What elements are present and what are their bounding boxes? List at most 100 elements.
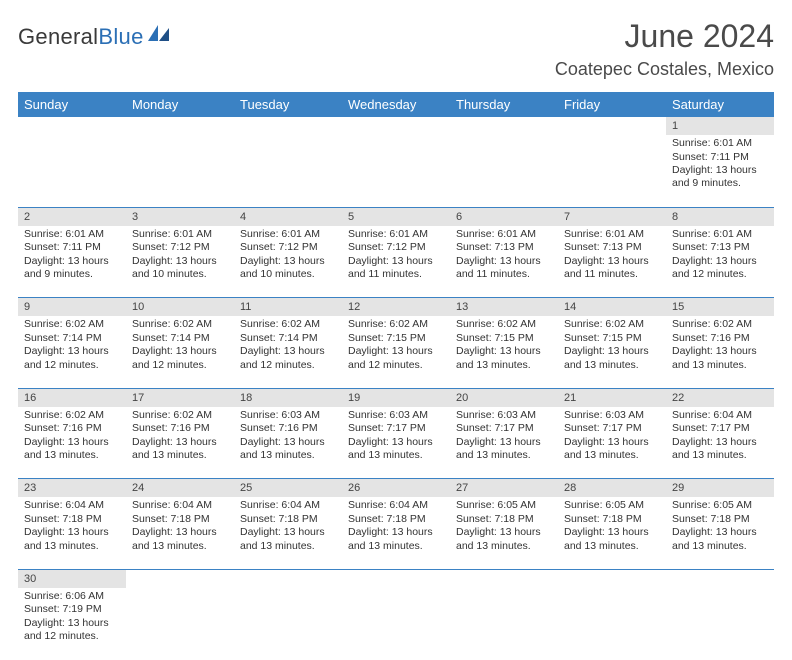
- day-content: Sunrise: 6:02 AMSunset: 7:14 PMDaylight:…: [132, 318, 228, 372]
- d1-text: Daylight: 13 hours: [456, 526, 552, 539]
- day-cell: Sunrise: 6:04 AMSunset: 7:18 PMDaylight:…: [234, 497, 342, 569]
- day-cell: [342, 588, 450, 660]
- d1-text: Daylight: 13 hours: [456, 255, 552, 268]
- d1-text: Daylight: 13 hours: [240, 345, 336, 358]
- day-cell: Sunrise: 6:06 AMSunset: 7:19 PMDaylight:…: [18, 588, 126, 660]
- d2-text: and 13 minutes.: [24, 540, 120, 553]
- day-cell: Sunrise: 6:01 AMSunset: 7:11 PMDaylight:…: [18, 226, 126, 298]
- day-number-cell: 7: [558, 207, 666, 226]
- sunset-text: Sunset: 7:18 PM: [132, 513, 228, 526]
- day-body-row: Sunrise: 6:01 AMSunset: 7:11 PMDaylight:…: [18, 135, 774, 207]
- sunset-text: Sunset: 7:18 PM: [456, 513, 552, 526]
- day-content: Sunrise: 6:01 AMSunset: 7:12 PMDaylight:…: [240, 228, 336, 282]
- sunset-text: Sunset: 7:16 PM: [24, 422, 120, 435]
- sunset-text: Sunset: 7:11 PM: [672, 151, 768, 164]
- day-number-cell: 4: [234, 207, 342, 226]
- day-header-row: SundayMondayTuesdayWednesdayThursdayFrid…: [18, 92, 774, 117]
- day-cell: Sunrise: 6:02 AMSunset: 7:16 PMDaylight:…: [666, 316, 774, 388]
- d1-text: Daylight: 13 hours: [672, 345, 768, 358]
- day-content: Sunrise: 6:01 AMSunset: 7:11 PMDaylight:…: [672, 137, 768, 191]
- d2-text: and 11 minutes.: [564, 268, 660, 281]
- sunrise-text: Sunrise: 6:01 AM: [672, 228, 768, 241]
- daynum-row: 30: [18, 569, 774, 588]
- day-cell: Sunrise: 6:02 AMSunset: 7:15 PMDaylight:…: [558, 316, 666, 388]
- day-header: Monday: [126, 92, 234, 117]
- sunrise-text: Sunrise: 6:04 AM: [132, 499, 228, 512]
- sunrise-text: Sunrise: 6:04 AM: [240, 499, 336, 512]
- day-body-row: Sunrise: 6:01 AMSunset: 7:11 PMDaylight:…: [18, 226, 774, 298]
- day-content: Sunrise: 6:05 AMSunset: 7:18 PMDaylight:…: [564, 499, 660, 553]
- d1-text: Daylight: 13 hours: [24, 345, 120, 358]
- day-cell: Sunrise: 6:02 AMSunset: 7:16 PMDaylight:…: [126, 407, 234, 479]
- sunset-text: Sunset: 7:19 PM: [24, 603, 120, 616]
- day-cell: Sunrise: 6:02 AMSunset: 7:15 PMDaylight:…: [450, 316, 558, 388]
- sunset-text: Sunset: 7:12 PM: [348, 241, 444, 254]
- sunrise-text: Sunrise: 6:05 AM: [456, 499, 552, 512]
- day-cell: Sunrise: 6:03 AMSunset: 7:16 PMDaylight:…: [234, 407, 342, 479]
- day-body-row: Sunrise: 6:02 AMSunset: 7:14 PMDaylight:…: [18, 316, 774, 388]
- day-cell: Sunrise: 6:04 AMSunset: 7:17 PMDaylight:…: [666, 407, 774, 479]
- sunrise-text: Sunrise: 6:03 AM: [240, 409, 336, 422]
- day-number-cell: [450, 117, 558, 135]
- sunset-text: Sunset: 7:18 PM: [24, 513, 120, 526]
- d2-text: and 9 minutes.: [24, 268, 120, 281]
- day-header: Tuesday: [234, 92, 342, 117]
- header: GeneralBlue June 2024 Coatepec Costales,…: [18, 18, 774, 80]
- day-number-cell: 15: [666, 298, 774, 317]
- day-number-cell: 13: [450, 298, 558, 317]
- day-cell: [450, 588, 558, 660]
- day-cell: [450, 135, 558, 207]
- sunrise-text: Sunrise: 6:01 AM: [564, 228, 660, 241]
- day-cell: [558, 135, 666, 207]
- day-cell: [666, 588, 774, 660]
- logo-word-a: General: [18, 24, 98, 49]
- d2-text: and 12 minutes.: [348, 359, 444, 372]
- calendar-table: SundayMondayTuesdayWednesdayThursdayFrid…: [18, 92, 774, 660]
- day-content: Sunrise: 6:03 AMSunset: 7:17 PMDaylight:…: [564, 409, 660, 463]
- day-cell: Sunrise: 6:01 AMSunset: 7:12 PMDaylight:…: [342, 226, 450, 298]
- sunrise-text: Sunrise: 6:03 AM: [348, 409, 444, 422]
- d2-text: and 12 minutes.: [240, 359, 336, 372]
- sunset-text: Sunset: 7:17 PM: [672, 422, 768, 435]
- d2-text: and 13 minutes.: [672, 359, 768, 372]
- day-cell: Sunrise: 6:03 AMSunset: 7:17 PMDaylight:…: [450, 407, 558, 479]
- day-number-cell: [234, 117, 342, 135]
- sunrise-text: Sunrise: 6:01 AM: [672, 137, 768, 150]
- d1-text: Daylight: 13 hours: [132, 436, 228, 449]
- day-cell: Sunrise: 6:04 AMSunset: 7:18 PMDaylight:…: [18, 497, 126, 569]
- sunrise-text: Sunrise: 6:02 AM: [24, 409, 120, 422]
- d1-text: Daylight: 13 hours: [564, 345, 660, 358]
- day-body-row: Sunrise: 6:04 AMSunset: 7:18 PMDaylight:…: [18, 497, 774, 569]
- d2-text: and 12 minutes.: [24, 630, 120, 643]
- sunset-text: Sunset: 7:17 PM: [348, 422, 444, 435]
- day-number-cell: [234, 569, 342, 588]
- d1-text: Daylight: 13 hours: [672, 436, 768, 449]
- day-number-cell: [126, 569, 234, 588]
- day-number-cell: 10: [126, 298, 234, 317]
- d1-text: Daylight: 13 hours: [564, 255, 660, 268]
- sunrise-text: Sunrise: 6:04 AM: [348, 499, 444, 512]
- sunset-text: Sunset: 7:13 PM: [456, 241, 552, 254]
- daynum-row: 9101112131415: [18, 298, 774, 317]
- logo-text: GeneralBlue: [18, 24, 144, 50]
- day-cell: [558, 588, 666, 660]
- day-number-cell: 26: [342, 479, 450, 498]
- day-content: Sunrise: 6:01 AMSunset: 7:13 PMDaylight:…: [564, 228, 660, 282]
- logo: GeneralBlue: [18, 24, 170, 50]
- d2-text: and 13 minutes.: [240, 449, 336, 462]
- d2-text: and 12 minutes.: [24, 359, 120, 372]
- day-content: Sunrise: 6:03 AMSunset: 7:16 PMDaylight:…: [240, 409, 336, 463]
- day-number-cell: 3: [126, 207, 234, 226]
- logo-word-b: Blue: [98, 24, 143, 49]
- sunset-text: Sunset: 7:14 PM: [24, 332, 120, 345]
- sunrise-text: Sunrise: 6:03 AM: [456, 409, 552, 422]
- day-content: Sunrise: 6:02 AMSunset: 7:15 PMDaylight:…: [456, 318, 552, 372]
- day-content: Sunrise: 6:05 AMSunset: 7:18 PMDaylight:…: [456, 499, 552, 553]
- d1-text: Daylight: 13 hours: [564, 436, 660, 449]
- day-number-cell: 23: [18, 479, 126, 498]
- day-cell: Sunrise: 6:02 AMSunset: 7:16 PMDaylight:…: [18, 407, 126, 479]
- day-number-cell: 16: [18, 388, 126, 407]
- sunrise-text: Sunrise: 6:02 AM: [348, 318, 444, 331]
- day-number-cell: [450, 569, 558, 588]
- d2-text: and 13 minutes.: [672, 449, 768, 462]
